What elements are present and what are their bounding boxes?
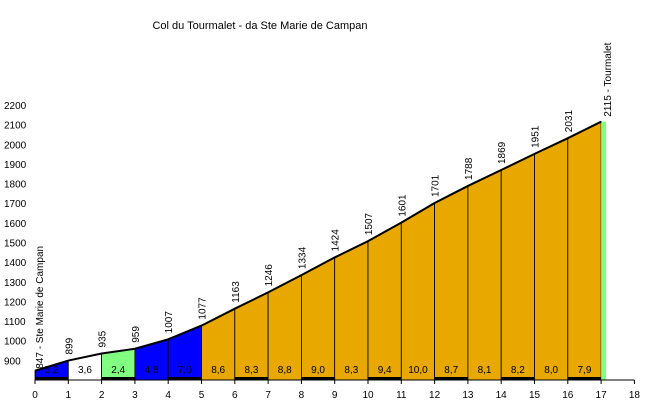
altitude-label: 1507: [364, 212, 375, 235]
chart-title: Col du Tourmalet - da Ste Marie de Campa…: [152, 20, 368, 32]
gradient-label: 9,4: [378, 365, 392, 376]
base-bar-segment: [234, 377, 269, 380]
gradient-label: 7,9: [577, 365, 591, 376]
gradient-label: 8,3: [344, 365, 358, 376]
altitude-label: 1424: [331, 229, 342, 252]
x-tick-label: 14: [496, 390, 508, 401]
gradient-label: 2,4: [111, 365, 125, 376]
base-bar-segment: [368, 377, 402, 380]
y-tick-label: 1600: [4, 219, 27, 230]
x-tick-label: 7: [265, 390, 271, 401]
y-tick-label: 1500: [4, 239, 27, 250]
altitude-label: 2115 - Tourmalet: [603, 42, 614, 116]
base-bar-segment: [501, 377, 535, 380]
x-tick-label: 2: [99, 390, 105, 401]
x-tick-label: 11: [396, 390, 407, 401]
altitude-label: 1334: [297, 246, 308, 269]
x-tick-label: 5: [199, 390, 205, 401]
y-tick-label: 1000: [4, 337, 27, 348]
x-tick-label: 10: [362, 390, 374, 401]
y-tick-label: 1700: [4, 199, 27, 210]
gradient-label: 8,1: [478, 365, 492, 376]
x-tick-label: 3: [132, 390, 138, 401]
x-tick-label: 15: [529, 390, 541, 401]
x-tick-label: 0: [32, 390, 38, 401]
x-tick-label: 9: [332, 390, 338, 401]
profile-segment: [500, 153, 535, 381]
x-tick-label: 16: [562, 390, 574, 401]
gradient-label: 10,0: [408, 365, 428, 376]
base-bar-segment: [301, 377, 335, 380]
base-bar-segment: [35, 377, 69, 380]
y-tick-label: 1800: [4, 180, 27, 191]
profile-segment: [367, 221, 402, 381]
x-tick-label: 1: [66, 390, 72, 401]
altitude-label: 935: [98, 330, 109, 347]
gradient-label: 9,0: [311, 365, 325, 376]
altitude-label: 1246: [264, 264, 275, 287]
base-bar-segment: [168, 377, 202, 380]
gradient-labels: 5,2 3,6 2,4 4,8 7,0 8,6 8,3 8,8 9,0 8,3 9,4 10,0 8,7…: [35, 365, 602, 380]
y-tick-label: 900: [4, 356, 21, 367]
altitude-label: 1788: [464, 157, 475, 180]
altitude-label: 1007: [164, 311, 175, 334]
gradient-label: 8,7: [444, 365, 458, 376]
gradient-label: 8,8: [278, 365, 292, 376]
base-bar-segment: [567, 377, 602, 380]
profile-segment: [300, 256, 336, 381]
x-tick-label: 17: [596, 390, 608, 401]
x-tick-label: 12: [429, 390, 441, 401]
summit-bar: [601, 121, 607, 381]
profile-segment: [434, 185, 469, 381]
altitude-label: 1077: [198, 297, 209, 320]
gradient-label: 4,8: [145, 365, 159, 376]
altitude-label: 1951: [531, 125, 542, 148]
y-tick-label: 1100: [4, 317, 26, 328]
gradient-label: 8,3: [244, 365, 258, 376]
profile-line: [34, 120, 602, 372]
y-tick-label: 1300: [4, 278, 27, 289]
y-tick-label: 1400: [4, 258, 27, 269]
altitude-label: 899: [64, 337, 75, 354]
profile-segment: [400, 202, 436, 381]
profile-segment: [534, 137, 569, 381]
profile-segment: [567, 121, 602, 381]
profile-segment: [334, 240, 369, 381]
x-tick-label: 6: [232, 390, 238, 401]
y-tick-label: 1900: [4, 160, 27, 171]
altitude-label: 2031: [564, 110, 575, 133]
y-tick-label: 2000: [4, 140, 27, 151]
altitude-labels: 847 - Ste Marie de Campan 899 935 959 1007 10…: [35, 42, 614, 368]
profile-segments: [34, 120, 607, 381]
y-tick-label: 1200: [4, 297, 27, 308]
x-tick-label: 8: [299, 390, 305, 401]
gradient-label: 8,0: [544, 365, 558, 376]
altitude-label: 1701: [431, 174, 442, 197]
gradient-label: 7,0: [178, 365, 192, 376]
altitude-label: 1601: [397, 194, 408, 217]
altitude-label: 847 - Ste Marie de Campan: [35, 246, 46, 369]
axes: 0 1 2 3 4 5 6 7 8 9 10 11 12 13 14 15 16 17 18900100011001…: [4, 101, 640, 401]
x-tick-label: 18: [629, 390, 641, 401]
x-tick-label: 13: [462, 390, 474, 401]
profile-segment: [467, 169, 502, 381]
altitude-label: 1869: [497, 141, 508, 164]
base-bar-segment: [434, 377, 468, 380]
gradient-label: 8,2: [511, 365, 525, 376]
base-bar-segment: [101, 377, 135, 380]
gradient-label: 8,6: [211, 365, 225, 376]
altitude-label: 959: [131, 326, 142, 343]
altitude-label: 1163: [231, 281, 242, 303]
x-tick-label: 4: [165, 390, 171, 401]
gradient-label: 3,6: [78, 365, 92, 376]
gradient-label: 5,2: [45, 365, 59, 376]
y-tick-label: 2100: [4, 121, 27, 132]
y-tick-label: 2200: [4, 101, 27, 112]
